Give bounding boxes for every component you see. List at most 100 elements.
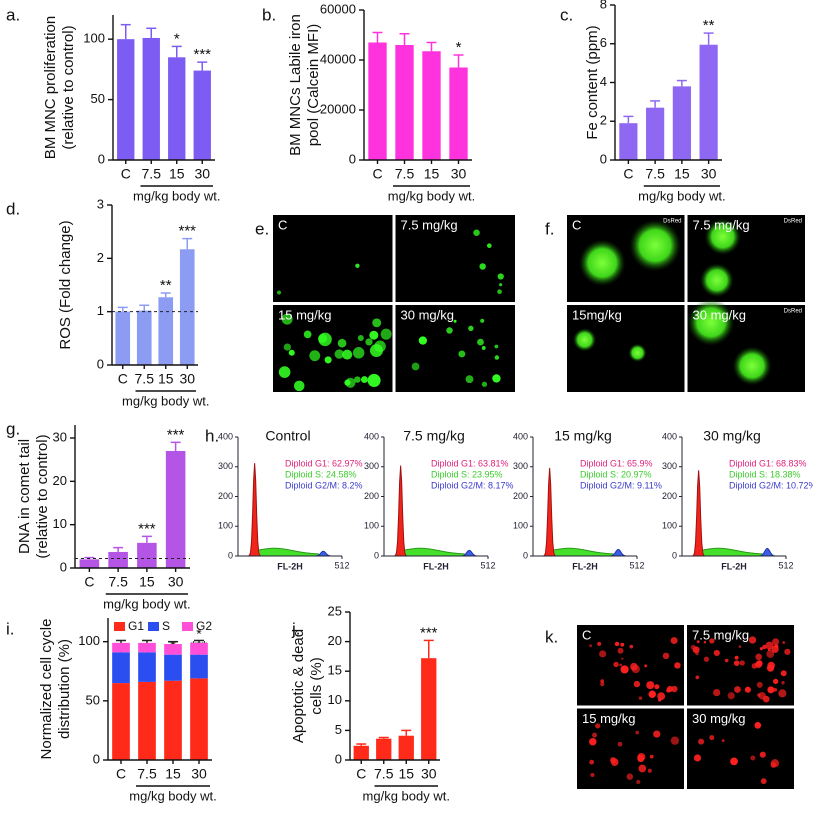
- y-tick-label: 100: [513, 521, 528, 531]
- cell: [646, 681, 655, 690]
- x-tick-label: 7.5: [395, 166, 415, 182]
- cell: [739, 660, 745, 666]
- cell: [629, 219, 682, 272]
- cell: [354, 376, 361, 383]
- x-tick-label: 15: [165, 766, 181, 782]
- significance: *: [456, 39, 462, 56]
- cell: [709, 638, 715, 644]
- y-axis-label: Fe content (ppm): [584, 25, 601, 139]
- phase-stat: Diploid G2/M: 10.72%: [729, 480, 813, 490]
- cell: [733, 660, 740, 666]
- x-axis-label: mg/kg body wt.: [133, 188, 220, 203]
- tile-label: 30 mg/kg: [401, 307, 454, 322]
- y-tick-label: 30: [53, 429, 67, 444]
- cell: [369, 330, 379, 340]
- cell: [657, 692, 666, 701]
- stain-label: DsRed: [784, 309, 802, 315]
- cell: [756, 681, 763, 688]
- y-tick-label: 100: [364, 521, 379, 531]
- cell: [597, 641, 602, 646]
- cell: [600, 682, 605, 687]
- cell: [411, 362, 420, 371]
- bar: [117, 39, 135, 160]
- y-axis-label: (relative to control): [34, 434, 51, 558]
- legend-swatch: [148, 622, 159, 631]
- significance: *: [174, 30, 180, 47]
- cell: [614, 641, 620, 647]
- phase-stat: Diploid G1: 65.9%: [580, 458, 653, 468]
- y-tick-label: 2: [97, 250, 104, 265]
- x-tick-label: 7.5: [645, 166, 665, 182]
- y-tick-label: 50: [86, 692, 100, 707]
- y-tick-label: 25: [328, 603, 342, 618]
- cell: [778, 689, 787, 698]
- y-tick-label: 0: [228, 550, 233, 560]
- micrograph: [687, 708, 794, 789]
- bar: [168, 57, 186, 160]
- bar: [395, 45, 414, 160]
- plot-title: 7.5 mg/kg: [403, 428, 464, 444]
- tile-label: C: [582, 627, 591, 642]
- cell: [772, 638, 780, 646]
- phase-stat: Diploid S: 20.97%: [580, 469, 652, 479]
- cell: [374, 340, 386, 353]
- cell: [670, 736, 680, 745]
- y-axis-label: BM MNC proliferation: [42, 16, 59, 159]
- cell: [617, 741, 623, 747]
- cell: [352, 347, 365, 359]
- x-axis-label: mg/kg body wt.: [638, 188, 725, 203]
- legend-swatch: [182, 622, 193, 631]
- bar-segment: [190, 654, 208, 679]
- y-tick-label: 300: [662, 461, 677, 471]
- tile-label: 15mg/kg: [572, 307, 622, 322]
- phase-stat: Diploid S: 23.95%: [431, 469, 503, 479]
- cell: [497, 273, 504, 280]
- cell: [765, 641, 774, 650]
- panel-label: k.: [545, 627, 558, 646]
- cell: [595, 723, 601, 729]
- y-tick-label: 100: [218, 521, 233, 531]
- y-tick-label: 4: [600, 74, 607, 89]
- bar: [136, 310, 152, 365]
- stain-label: DsRed: [663, 219, 681, 225]
- y-tick-label: 0: [374, 550, 379, 560]
- cell: [670, 637, 678, 645]
- cell: [638, 764, 647, 773]
- cell: [599, 650, 607, 658]
- x-tick-label: C: [84, 574, 94, 590]
- x-axis-label: mg/kg body wt.: [363, 788, 450, 803]
- y-axis-label: BM MNCs Labile iron: [287, 14, 304, 156]
- tile-label: 30 mg/kg: [692, 711, 745, 726]
- cell: [494, 355, 500, 360]
- y-tick-label: 0: [98, 151, 105, 166]
- y-tick-label: 50: [91, 91, 105, 106]
- cell: [698, 738, 705, 745]
- y-tick-label: 0: [523, 550, 528, 560]
- x-tick-label: 7.5: [108, 574, 128, 590]
- significance: ***: [167, 426, 185, 443]
- x-tick-label: C: [372, 166, 382, 182]
- cell: [751, 663, 758, 669]
- cell: [481, 381, 488, 387]
- cell: [344, 379, 351, 386]
- bar-segment: [112, 683, 130, 760]
- y-tick-label: 200: [662, 491, 677, 501]
- bar-segment: [112, 652, 130, 684]
- legend-swatch: [114, 622, 125, 631]
- cell: [619, 663, 623, 667]
- bar-segment: [164, 644, 182, 655]
- cell: [278, 366, 291, 378]
- x-tick-label: C: [118, 371, 128, 387]
- bar-segment: [138, 681, 156, 760]
- y-axis-label: pool (Calcein MFI): [305, 24, 322, 147]
- bar: [179, 249, 195, 365]
- cell: [367, 373, 381, 387]
- cell: [653, 730, 661, 738]
- cell: [766, 664, 775, 672]
- y-tick-label: 0: [335, 751, 342, 766]
- cell: [480, 318, 485, 323]
- y-tick-label: 8: [600, 0, 607, 11]
- y-tick-label: 0: [349, 151, 356, 166]
- phase-stat: Diploid S: 24.58%: [285, 469, 357, 479]
